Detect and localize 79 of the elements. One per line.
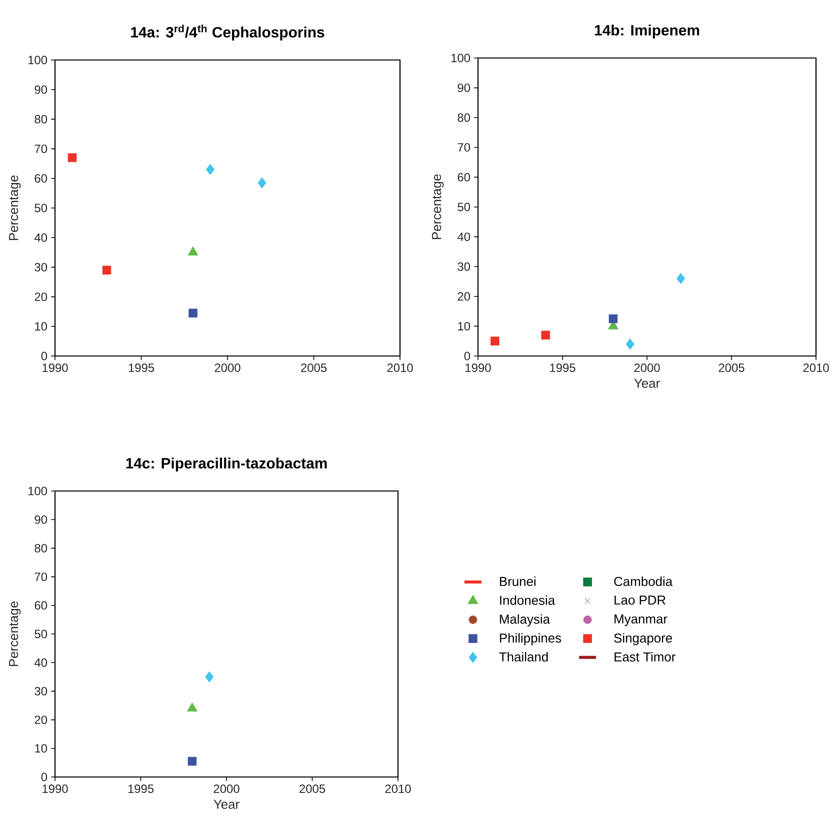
y-axis-title: Percentage — [9, 175, 21, 240]
x-tick-label: 2005 — [301, 364, 327, 372]
y-tick-label: 30 — [34, 262, 48, 272]
x-tick-label: 2000 — [214, 364, 240, 372]
legend-label: Malaysia — [500, 614, 550, 626]
legend-label: Philippines — [500, 633, 562, 646]
point — [626, 338, 634, 350]
y-tick-label: 100 — [28, 56, 48, 64]
y-tick-label: 40 — [34, 658, 48, 667]
x-tick-label: 2010 — [387, 364, 413, 372]
point — [490, 336, 500, 346]
y-tick-label: 10 — [35, 744, 48, 753]
legend-label: Singapore — [614, 633, 672, 646]
point — [187, 702, 198, 712]
y-tick-label: 10 — [35, 322, 48, 331]
y-tick-label: 80 — [34, 114, 48, 124]
x-tick-label: 2005 — [300, 784, 326, 793]
x-tick-label: 2000 — [634, 364, 660, 372]
point — [608, 314, 618, 324]
y-tick-label: 70 — [458, 143, 470, 152]
x-tick-label: 1990 — [42, 364, 68, 372]
y-tick-label: 40 — [34, 233, 48, 242]
point — [258, 177, 266, 188]
x-tick-label: 2010 — [385, 784, 411, 793]
y-tick-label: 0 — [41, 352, 48, 360]
y-tick-label: 90 — [34, 85, 48, 94]
point — [102, 266, 112, 275]
x-tick-label: 1995 — [128, 364, 154, 372]
y-tick-label: 70 — [34, 572, 48, 582]
y-tick-label: 30 — [458, 262, 470, 271]
y-tick-label: 70 — [34, 144, 48, 154]
x-tick-label: 2000 — [214, 784, 240, 793]
y-tick-label: 60 — [34, 174, 48, 183]
y-tick-label: 80 — [34, 544, 48, 552]
y-tick-label: 20 — [34, 716, 48, 724]
point — [676, 272, 686, 284]
x-tick-label: 1995 — [550, 364, 576, 372]
legend-label: Thailand — [499, 652, 548, 662]
y-tick-label: 90 — [34, 515, 48, 524]
y-tick-label: 0 — [464, 352, 470, 360]
point — [205, 671, 214, 682]
x-tick-label: 1990 — [466, 364, 491, 372]
y-tick-label: 20 — [34, 292, 48, 302]
point — [206, 164, 214, 176]
y-axis-title: Percentage — [9, 601, 21, 666]
point — [188, 308, 198, 318]
legend-label: Cambodia — [614, 576, 673, 586]
x-tick-label: 1990 — [42, 784, 68, 793]
x-tick-label: 1995 — [128, 784, 154, 793]
y-tick-label: 60 — [34, 601, 48, 610]
y-tick-label: 50 — [458, 202, 470, 212]
chart-title: 14a: 3$^{rd}$/4$^{th}$ Cephalosporins — [131, 24, 324, 40]
point — [188, 756, 197, 766]
y-tick-label: 100 — [451, 54, 470, 62]
point — [68, 153, 77, 162]
y-tick-label: 90 — [458, 84, 470, 92]
y-tick-label: 60 — [458, 172, 470, 182]
chart-title: 14c: Piperacillin-tazobactam — [126, 458, 327, 472]
y-tick-label: 0 — [41, 772, 48, 782]
x-tick-label: 2010 — [803, 364, 829, 372]
y-tick-label: 30 — [34, 686, 48, 696]
legend-label: East Timor — [614, 652, 676, 662]
y-tick-label: 10 — [458, 322, 470, 330]
legend-label: Indonesia — [500, 595, 556, 605]
chart-title: 14b: Imipenem — [594, 24, 700, 38]
legend-label: Myanmar — [614, 614, 668, 626]
y-tick-label: 40 — [457, 232, 470, 242]
y-tick-label: 20 — [458, 292, 470, 301]
y-tick-label: 50 — [34, 204, 48, 212]
point — [541, 330, 550, 340]
legend-label: Lao PDR — [614, 596, 666, 605]
y-tick-label: 100 — [28, 486, 48, 496]
y-tick-label: 50 — [34, 630, 48, 638]
x-axis-title: Year — [634, 378, 660, 388]
y-axis-title: Percentage — [432, 174, 444, 240]
legend-label: Brunei — [500, 576, 536, 586]
y-tick-label: 80 — [458, 113, 470, 122]
x-axis-title: Year — [214, 800, 240, 809]
x-tick-label: 2005 — [718, 364, 744, 372]
